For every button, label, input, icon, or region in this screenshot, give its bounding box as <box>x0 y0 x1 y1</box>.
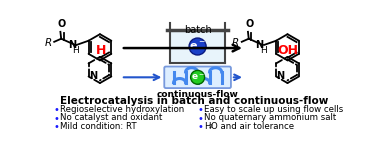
Text: O: O <box>58 19 66 29</box>
Text: H: H <box>73 46 79 55</box>
Text: N: N <box>89 72 97 82</box>
Text: e$^-$: e$^-$ <box>189 41 206 52</box>
Text: batch: batch <box>184 25 211 35</box>
Text: Electrocatalysis in batch and continuous-flow: Electrocatalysis in batch and continuous… <box>60 96 328 106</box>
Text: 2: 2 <box>208 124 212 129</box>
Text: OH: OH <box>278 44 299 57</box>
Text: H: H <box>204 122 210 131</box>
Text: O: O <box>245 19 254 29</box>
Text: H: H <box>260 46 267 55</box>
Text: •: • <box>53 105 59 115</box>
Text: O and air tolerance: O and air tolerance <box>211 122 294 131</box>
Text: •: • <box>53 122 59 132</box>
Text: Mild condition: RT: Mild condition: RT <box>60 122 136 131</box>
Text: H: H <box>96 44 106 57</box>
Text: •: • <box>53 113 59 124</box>
Text: N: N <box>276 72 284 82</box>
Text: •: • <box>198 113 203 124</box>
Text: No catalyst and oxidant: No catalyst and oxidant <box>60 113 162 123</box>
Text: R: R <box>232 38 239 48</box>
Text: Regioselective hydroxylation: Regioselective hydroxylation <box>60 105 184 114</box>
Text: e$^-$: e$^-$ <box>191 73 204 82</box>
Text: No quaternary ammonium salt: No quaternary ammonium salt <box>204 113 336 123</box>
Circle shape <box>191 70 204 84</box>
Text: •: • <box>198 122 203 132</box>
Text: R: R <box>45 38 52 48</box>
Text: continuous-flow: continuous-flow <box>156 90 239 99</box>
Text: Easy to scale up using flow cells: Easy to scale up using flow cells <box>204 105 343 114</box>
FancyBboxPatch shape <box>170 30 226 63</box>
Text: •: • <box>198 105 203 115</box>
Text: N: N <box>255 40 263 50</box>
Circle shape <box>189 38 206 55</box>
Text: N: N <box>68 40 76 50</box>
FancyBboxPatch shape <box>164 67 231 88</box>
